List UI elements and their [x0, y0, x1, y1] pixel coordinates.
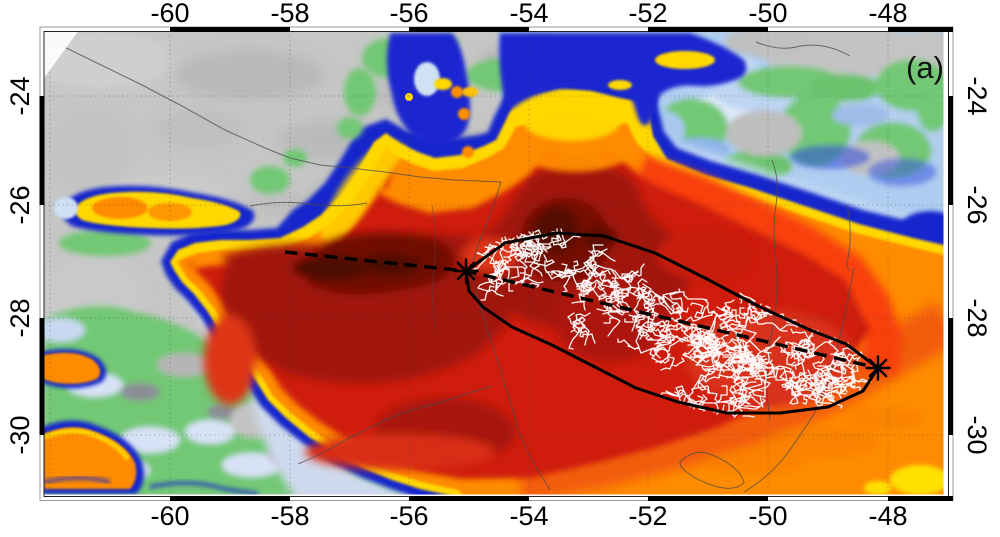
svg-text:-60: -60: [150, 501, 189, 531]
svg-text:-50: -50: [748, 0, 787, 28]
svg-text:-54: -54: [509, 501, 548, 531]
svg-text:-30: -30: [5, 415, 35, 454]
svg-text:-30: -30: [962, 415, 992, 454]
svg-text:-26: -26: [962, 185, 992, 224]
svg-text:-52: -52: [628, 0, 667, 28]
svg-text:-56: -56: [389, 0, 428, 28]
svg-text:-48: -48: [868, 501, 907, 531]
svg-text:-58: -58: [270, 0, 309, 28]
svg-text:-58: -58: [270, 501, 309, 531]
svg-text:-28: -28: [5, 298, 35, 337]
svg-text:-54: -54: [509, 0, 548, 28]
svg-text:-48: -48: [868, 0, 907, 28]
svg-text:-56: -56: [389, 501, 428, 531]
svg-text:-28: -28: [962, 298, 992, 337]
svg-text:-24: -24: [962, 76, 992, 115]
svg-text:-52: -52: [628, 501, 667, 531]
svg-text:-60: -60: [150, 0, 189, 28]
svg-text:-26: -26: [5, 185, 35, 224]
svg-text:(a): (a): [906, 50, 944, 85]
svg-text:-50: -50: [748, 501, 787, 531]
svg-text:-24: -24: [5, 76, 35, 115]
